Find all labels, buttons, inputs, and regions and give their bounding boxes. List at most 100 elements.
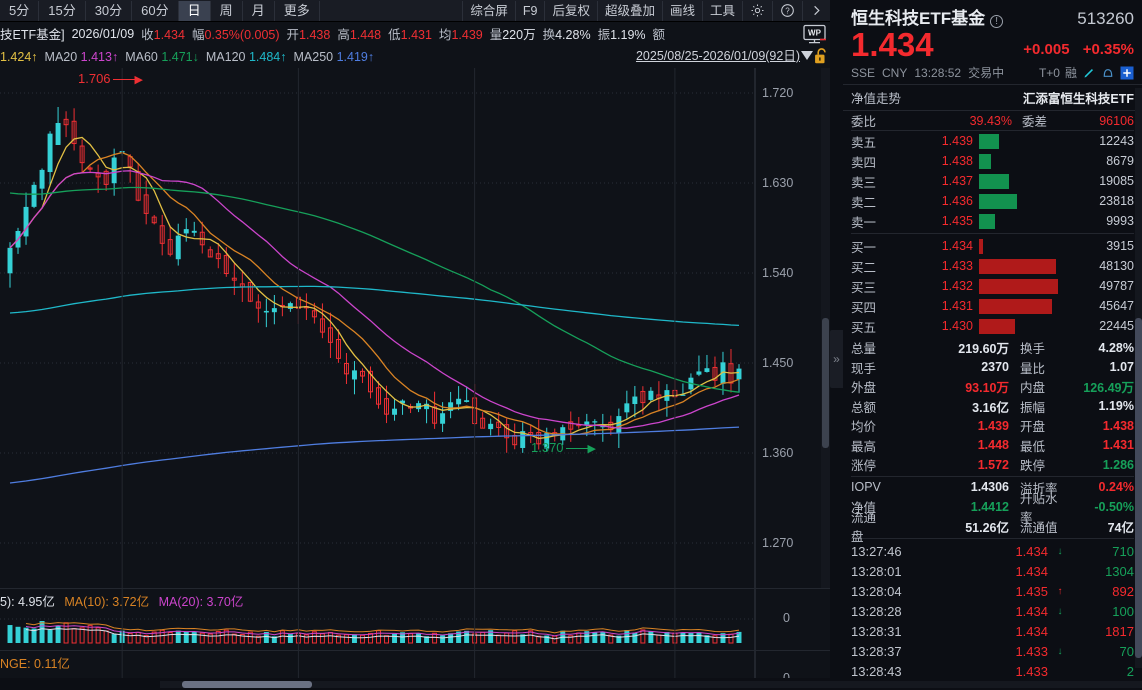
ask-level-row[interactable]: 卖四 1.438 8679 — [851, 151, 1134, 171]
tick-direction-icon: ↓ — [1057, 605, 1063, 617]
stat-value-2: 0.24% — [1098, 480, 1134, 495]
instrument-name: 技ETF基金] — [0, 28, 65, 42]
badge-margin: 融 — [1064, 66, 1077, 80]
tick-direction-icon: ↓ — [1057, 545, 1063, 557]
indicator-panel-title: NGE: 0.11亿 — [0, 657, 70, 671]
stat-value: 1.4306 — [970, 480, 1009, 495]
level-price: 1.431 — [941, 299, 973, 313]
side-vertical-scrollbar[interactable] — [1135, 88, 1142, 668]
period-4[interactable]: 日 — [178, 0, 211, 21]
quote-info-row-2: 1.424↑ MA20 1.413↑ MA60 1.471↓ MA120 1.4… — [0, 45, 830, 68]
stat-value-2: 126.49万 — [1083, 381, 1134, 396]
tool-f9[interactable]: F9 — [514, 0, 545, 21]
stats-divider — [851, 475, 1134, 477]
tool-zonghe[interactable]: 综合屏 — [462, 0, 515, 21]
tool-huaxian[interactable]: 画线 — [661, 0, 702, 21]
stat-label: 流通盘 — [851, 511, 877, 545]
side-exchange: SSE — [851, 65, 876, 80]
level-label: 买四 — [851, 300, 877, 315]
turnover-label: 换 — [542, 28, 556, 42]
tick-direction-icon: ↓ — [1057, 645, 1063, 657]
stat-value-2: 1.19% — [1098, 399, 1134, 414]
period-5[interactable]: 周 — [211, 0, 243, 21]
tick-price: 1.434 — [1015, 543, 1048, 559]
level-bar-cell — [979, 278, 1068, 294]
tick-time: 13:28:04 — [851, 583, 902, 599]
low-value: 1.431 — [400, 28, 432, 42]
level-label: 买二 — [851, 260, 877, 275]
triangle-down-icon[interactable] — [801, 51, 813, 60]
help-icon[interactable]: ? — [772, 0, 802, 21]
stat-label-2: 流通值 — [1020, 520, 1058, 535]
level-price: 1.434 — [941, 239, 973, 253]
side-instrument-name: 恒生科技ETF基金 — [851, 9, 986, 28]
tool-gongju[interactable]: 工具 — [701, 0, 742, 21]
date-range-selector[interactable]: 2025/08/25-2026/01/09(92日) — [635, 49, 800, 63]
tick-price: 1.434 — [1015, 603, 1048, 619]
bid-level-row[interactable]: 买二 1.433 48130 — [851, 256, 1134, 276]
period-6[interactable]: 月 — [243, 0, 275, 21]
tool-chaojidiejia[interactable]: 超级叠加 — [596, 0, 662, 21]
change-value: 0.35%(0.005) — [204, 28, 280, 42]
tool-houfuquan[interactable]: 后复权 — [544, 0, 597, 21]
stat-row: 外盘 93.10万 内盘 126.49万 — [851, 377, 1134, 397]
period-7[interactable]: 更多 — [275, 0, 320, 21]
volume-zero-label: 0 — [783, 611, 790, 625]
nav-trend-label[interactable]: 净值走势 — [851, 92, 902, 106]
pencil-icon[interactable] — [1082, 66, 1096, 80]
level-volume: 48130 — [1099, 259, 1134, 273]
level-bar-cell — [979, 193, 1068, 209]
stat-label: IOPV — [851, 480, 881, 495]
weicha-label: 委差 — [1022, 115, 1048, 129]
bid-level-row[interactable]: 买五 1.430 22445 — [851, 316, 1134, 336]
tick-time: 13:28:01 — [851, 563, 902, 579]
high-marker-text: 1.706 — [78, 71, 111, 86]
level-volume: 8679 — [1106, 154, 1134, 168]
level-label: 买五 — [851, 320, 877, 335]
amplitude-label: 振 — [597, 28, 611, 42]
badge-t0: T+0 — [1038, 65, 1060, 80]
tick-list[interactable]: 13:27:46 1.434 ↓ 710 13:28:01 1.434 1304 13:28:… — [843, 538, 1142, 690]
gear-icon[interactable] — [742, 0, 772, 21]
avg-label: 均 — [438, 28, 452, 42]
ask-level-row[interactable]: 卖一 1.435 9993 — [851, 211, 1134, 231]
period-0[interactable]: 5分 — [0, 0, 40, 21]
chart-vertical-scrollbar[interactable] — [821, 68, 830, 588]
bottom-horizontal-scrollbar[interactable] — [0, 678, 1142, 690]
level-label: 买一 — [851, 240, 877, 255]
volume-panel[interactable]: 5): 4.95亿 MA(10): 3.72亿 MA(20): 3.70亿 0 — [0, 588, 830, 651]
tick-direction-icon: ↑ — [1057, 585, 1063, 597]
level-bar — [979, 298, 1052, 314]
ask-level-row[interactable]: 卖五 1.439 12243 — [851, 131, 1134, 151]
period-1[interactable]: 15分 — [39, 0, 86, 21]
ask-level-row[interactable]: 卖三 1.437 19085 — [851, 171, 1134, 191]
collapse-right-icon[interactable]: » — [830, 330, 843, 388]
stat-value-2: 1.07 — [1109, 360, 1134, 375]
kline-chart[interactable]: 1.720 1.630 1.540 1.450 1.360 1.270 1.706 ▶ 1.37… — [0, 68, 830, 588]
svg-text:WP: WP — [808, 29, 822, 38]
volume-label: 量 — [489, 28, 503, 42]
period-2[interactable]: 30分 — [86, 0, 133, 21]
info-icon[interactable]: ! — [990, 15, 1004, 28]
stat-row: 总额 3.16亿 振幅 1.19% — [851, 397, 1134, 417]
chevron-right-icon[interactable] — [802, 0, 830, 21]
level-volume: 45647 — [1099, 299, 1134, 313]
bell-icon[interactable] — [1101, 66, 1115, 80]
level-volume: 9993 — [1106, 214, 1134, 228]
bid-level-row[interactable]: 买一 1.434 3915 — [851, 236, 1134, 256]
level-label: 卖二 — [851, 195, 877, 210]
stat-row: 最高 1.448 最低 1.431 — [851, 436, 1134, 456]
bid-level-row[interactable]: 买四 1.431 45647 — [851, 296, 1134, 316]
period-3[interactable]: 60分 — [132, 0, 179, 21]
ask-level-row[interactable]: 卖二 1.436 23818 — [851, 191, 1134, 211]
quote-side-panel: » 恒生科技ETF基金 ! 513260 1.434 +0.005 +0.35%… — [830, 0, 1142, 690]
plus-icon[interactable] — [1120, 66, 1134, 80]
bid-level-row[interactable]: 买三 1.432 49787 — [851, 276, 1134, 296]
wp-monitor-icon[interactable]: WP — [802, 24, 828, 48]
unlock-icon[interactable] — [813, 47, 830, 68]
stat-label-2: 溢折率 — [1020, 481, 1058, 496]
nav-trend-row[interactable]: 净值走势 汇添富恒生科技ETF — [843, 84, 1142, 111]
weibi-value: 39.43% — [969, 113, 1012, 128]
level-price: 1.439 — [941, 134, 973, 148]
